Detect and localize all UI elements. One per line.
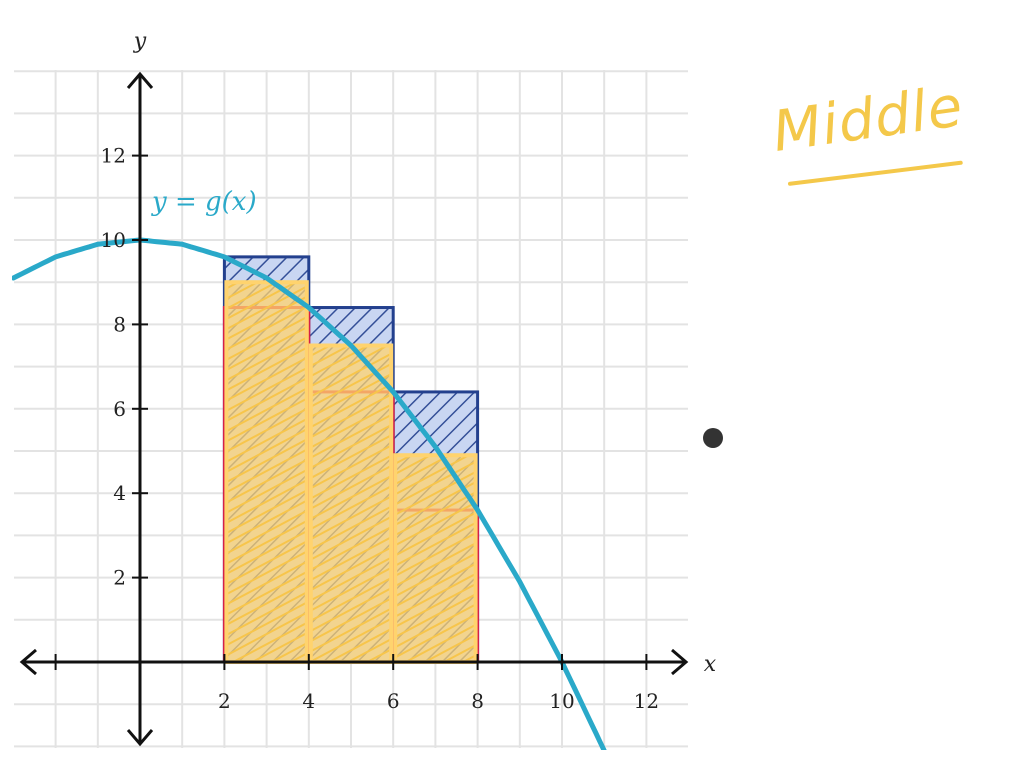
x-tick-label: 12 [634, 689, 659, 713]
midpoint-rectangle-hatch [308, 343, 394, 664]
x-tick-label: 2 [218, 689, 231, 713]
rectangles [222, 255, 480, 664]
y-axis-arrow-up [126, 71, 154, 89]
y-tick-label: 8 [113, 312, 126, 336]
midpoint-rectangle-hatch [393, 453, 478, 664]
x-axis-label: x [704, 652, 717, 677]
axes [19, 71, 689, 747]
x-tick-label: 8 [471, 689, 484, 713]
curve-g [12, 237, 607, 750]
y-tick-label: 6 [113, 397, 126, 421]
y-axis-label: y [133, 29, 147, 54]
y-tick-label: 2 [113, 566, 126, 590]
midpoint-rectangle-hatch [224, 280, 309, 664]
x-tick-label: 6 [387, 689, 400, 713]
curve-label: y = g(x) [151, 187, 257, 217]
x-axis-arrow-right [671, 648, 689, 676]
y-axis-arrow-down [126, 729, 154, 747]
curve-layer [12, 237, 607, 750]
pointer-dot [703, 428, 723, 448]
x-axis-arrow-left [19, 648, 37, 676]
y-tick-label: 12 [101, 144, 126, 168]
y-tick-label: 4 [113, 481, 126, 505]
y-tick-label: 10 [101, 228, 126, 252]
x-tick-label: 4 [302, 689, 315, 713]
tick-labels: 2 4 6 8 10 12 2 4 6 8 10 12 x y y = g(x) [101, 29, 717, 713]
x-tick-label: 10 [549, 689, 574, 713]
